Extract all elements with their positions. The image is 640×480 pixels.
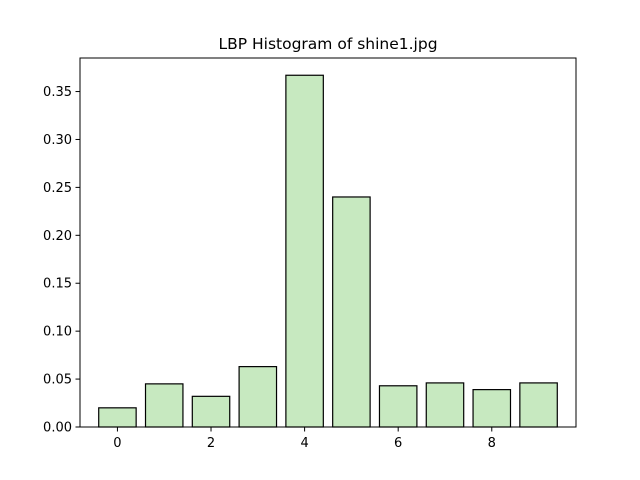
bar-5 [332,196,371,428]
bars-layer [98,74,558,428]
bar-7 [425,382,465,428]
y-tick-label-0.35: 0.35 [43,85,72,100]
y-tick-label-0.20: 0.20 [43,229,72,244]
bar-6 [378,385,418,428]
x-tick-label-4: 4 [300,436,308,451]
y-tick-label-0.00: 0.00 [43,421,72,436]
bar-9 [519,382,558,428]
x-tick-label-6: 6 [394,436,402,451]
x-tick-label-2: 2 [207,436,215,451]
bar-2 [191,395,231,428]
bar-3 [238,366,278,428]
y-tick-label-0.10: 0.10 [43,325,72,340]
y-tick-label-0.05: 0.05 [43,373,72,388]
bar-0 [98,407,137,428]
axes-frame [79,57,577,428]
axes-layer: 0 2 4 6 8 0.00 0.05 0.10 0.15 0.20 0.25 0.30 0.35 [43,57,577,451]
y-tick-label-0.15: 0.15 [43,277,72,292]
y-tick-label-0.25: 0.25 [43,181,72,196]
bar-1 [144,383,184,428]
bar-8 [472,389,512,428]
y-tick-label-0.30: 0.30 [43,133,72,148]
x-tick-label-8: 8 [488,436,496,451]
x-tick-label-0: 0 [113,436,121,451]
chart-title: LBP Histogram of shine1.jpg [218,35,437,53]
bar-4 [285,74,324,428]
